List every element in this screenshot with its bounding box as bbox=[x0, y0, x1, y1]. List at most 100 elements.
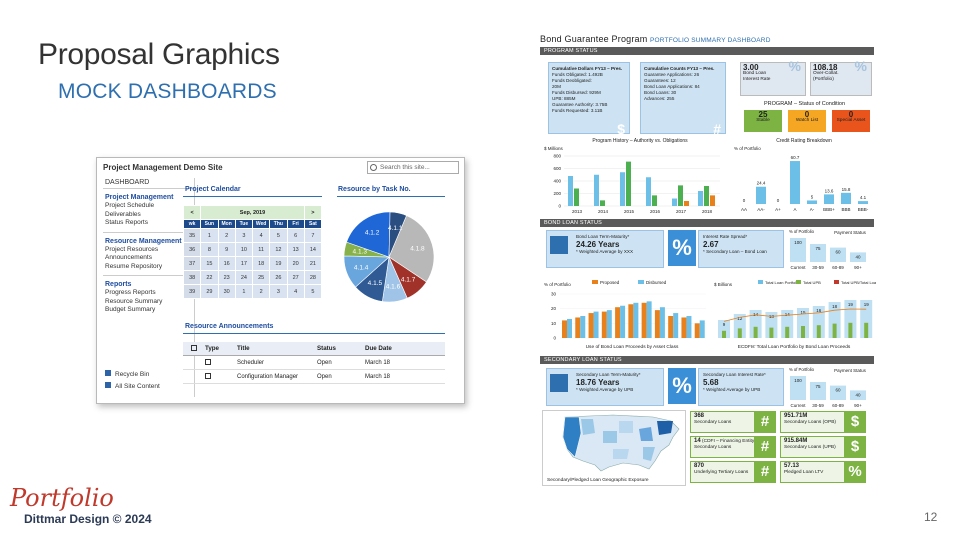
calendar-day[interactable]: 24 bbox=[234, 270, 254, 285]
stat-line: Funds Deobligated: bbox=[552, 78, 592, 83]
bar bbox=[628, 304, 634, 338]
nav-item[interactable]: Project Schedule bbox=[105, 202, 155, 209]
calendar-day[interactable]: 10 bbox=[234, 242, 254, 257]
bar bbox=[568, 176, 573, 206]
data-label: 16 bbox=[816, 308, 822, 313]
calendar-day[interactable]: 3 bbox=[234, 228, 254, 243]
bar bbox=[790, 376, 806, 400]
col-due[interactable]: Due Date bbox=[365, 345, 392, 352]
program-history-chart: Program History – Authority vs. Obligati… bbox=[544, 138, 720, 214]
calendar-day[interactable]: 25 bbox=[251, 270, 271, 285]
nav-dashboard[interactable]: DASHBOARD bbox=[103, 178, 194, 189]
calendar-day[interactable]: 27 bbox=[286, 270, 305, 285]
calendar-day[interactable]: 13 bbox=[286, 242, 305, 257]
stat-line: Advances: 255 bbox=[644, 96, 675, 101]
data-label: 40 bbox=[855, 254, 861, 259]
nav-head-resource[interactable]: Resource Management bbox=[105, 237, 182, 245]
calendar-day[interactable]: 3 bbox=[269, 284, 288, 299]
col-type[interactable]: Type bbox=[205, 345, 219, 352]
bar bbox=[681, 317, 687, 338]
calendar-day[interactable]: 4 bbox=[286, 284, 305, 299]
bar bbox=[718, 320, 730, 338]
nav-item[interactable]: Project Resources bbox=[105, 245, 159, 253]
calendar-day[interactable]: 17 bbox=[234, 256, 254, 271]
recycle-bin-icon bbox=[105, 370, 111, 376]
next-month-button[interactable]: > bbox=[303, 205, 323, 220]
calendar-day[interactable]: 26 bbox=[269, 270, 288, 285]
nav-item[interactable]: Deliverables bbox=[105, 210, 141, 218]
calendar-day[interactable]: 19 bbox=[269, 256, 288, 271]
calendar-day[interactable]: 22 bbox=[200, 270, 219, 285]
calendar-day[interactable]: 11 bbox=[251, 242, 271, 257]
col-title[interactable]: Title bbox=[237, 345, 250, 352]
chart-title: Credit Rating Breakdown bbox=[776, 138, 832, 144]
calendar-day[interactable]: 28 bbox=[303, 270, 323, 285]
calendar-day[interactable]: 5 bbox=[269, 228, 288, 243]
stat-symbol-icon: # bbox=[754, 436, 776, 458]
calendar-day[interactable]: 20 bbox=[286, 256, 305, 271]
nav-head-project[interactable]: Project Management bbox=[105, 194, 174, 201]
calendar-day[interactable]: 9 bbox=[217, 242, 236, 257]
select-all-checkbox[interactable] bbox=[191, 344, 197, 351]
x-tick-label: 2014 bbox=[598, 209, 609, 214]
condition-box: 25 Stable bbox=[744, 110, 782, 132]
calendar-icon bbox=[550, 236, 568, 254]
calendar-day[interactable]: 8 bbox=[200, 242, 219, 257]
interest-rate-box: 3.00 Bond Loan Interest Rate % bbox=[740, 58, 806, 96]
bond-title-sub: PORTFOLIO SUMMARY DASHBOARD bbox=[649, 37, 771, 44]
calendar-day[interactable]: 12 bbox=[269, 242, 288, 257]
all-site-content-link[interactable]: All Site Content bbox=[105, 382, 160, 390]
week-number: 35 bbox=[182, 228, 202, 243]
nav-item[interactable]: Resume Repository bbox=[105, 262, 163, 270]
calendar-day[interactable]: 2 bbox=[251, 284, 271, 299]
data-label: 19 bbox=[864, 302, 870, 307]
nav-item[interactable]: Budget Summary bbox=[105, 306, 156, 313]
ovc-value: 108.18 bbox=[813, 63, 838, 72]
resource-title: Resource by Task No. bbox=[338, 186, 411, 193]
bar bbox=[673, 313, 679, 338]
weekday-header: Sat bbox=[303, 219, 323, 229]
week-number: 38 bbox=[182, 270, 202, 285]
row-checkbox[interactable] bbox=[205, 372, 211, 379]
spread-label: Interest Rate Spread* bbox=[703, 234, 748, 239]
calendar-day[interactable]: 16 bbox=[217, 256, 236, 271]
bar bbox=[710, 195, 715, 206]
row-checkbox[interactable] bbox=[205, 358, 211, 365]
x-tick-label: 90+ bbox=[854, 403, 862, 408]
col-status[interactable]: Status bbox=[317, 345, 336, 352]
calendar-day[interactable]: 2 bbox=[217, 228, 236, 243]
prev-month-button[interactable]: < bbox=[182, 205, 202, 220]
stat-label: Secondary Loans bbox=[694, 420, 732, 425]
calendar-day[interactable]: 14 bbox=[303, 242, 323, 257]
nav-item[interactable]: Progress Reports bbox=[105, 289, 156, 296]
row-title[interactable]: Configuration Manager bbox=[237, 373, 299, 380]
stat-symbol-icon: $ bbox=[844, 411, 866, 433]
calendar-day[interactable]: 6 bbox=[286, 228, 305, 243]
calendar-day[interactable]: 1 bbox=[200, 228, 219, 243]
stat-label: Secondary Loans (UPB) bbox=[784, 445, 836, 450]
stat-value: 915.84M bbox=[784, 438, 808, 444]
calendar-day[interactable]: 30 bbox=[217, 284, 236, 299]
recycle-bin-link[interactable]: Recycle Bin bbox=[105, 370, 160, 378]
nav-item[interactable]: Announcements bbox=[105, 254, 152, 261]
percent-icon: % bbox=[788, 58, 801, 74]
nav-head-reports[interactable]: Reports bbox=[105, 281, 132, 288]
calendar-day[interactable]: 4 bbox=[251, 228, 271, 243]
row-title[interactable]: Scheduler bbox=[237, 359, 265, 366]
calendar-month: Sep, 2019 bbox=[200, 205, 305, 220]
nav-item[interactable]: Resource Summary bbox=[105, 297, 163, 305]
y-tick-label: 30 bbox=[551, 292, 557, 297]
bar bbox=[684, 201, 689, 206]
stat-value: 14 bbox=[694, 438, 701, 444]
calendar-day[interactable]: 21 bbox=[303, 256, 323, 271]
calendar-day[interactable]: 1 bbox=[234, 284, 254, 299]
nav-item[interactable]: Status Reports bbox=[105, 219, 148, 226]
calendar-day[interactable]: 23 bbox=[217, 270, 236, 285]
calendar-day[interactable]: 5 bbox=[303, 284, 323, 299]
calendar-day[interactable]: 7 bbox=[303, 228, 323, 243]
search-input[interactable]: Search this site... bbox=[367, 161, 459, 174]
proceeds-chart: % of Portfolio Proposed Disbursed 0 10 20 30 Us… bbox=[544, 280, 706, 350]
calendar-day[interactable]: 29 bbox=[200, 284, 219, 299]
calendar-day[interactable]: 15 bbox=[200, 256, 219, 271]
calendar-day[interactable]: 18 bbox=[251, 256, 271, 271]
